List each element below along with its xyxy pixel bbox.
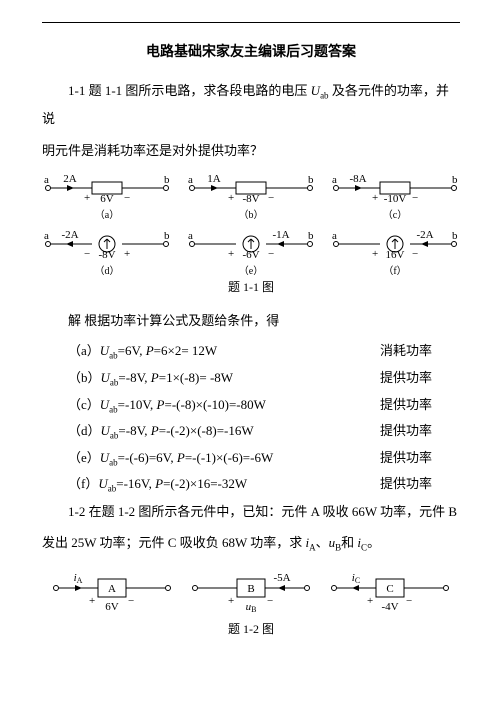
svg-text:a: a [332, 174, 337, 186]
svg-text:16V: 16V [386, 249, 405, 261]
svg-text:-2A: -2A [61, 229, 78, 241]
svg-text:−: − [84, 248, 90, 260]
circuit-（c）: a b + −-10V -8A （c） [330, 170, 460, 220]
q2-line1: 1-2 在题 1-2 图所示各元件中，已知：元件 A 吸收 66W 功率，元件 … [42, 498, 460, 525]
svg-text:B: B [247, 583, 254, 595]
svg-text:（e）: （e） [239, 265, 263, 276]
svg-text:-10V: -10V [384, 193, 407, 205]
circuit-（a）: a b + −6V 2A （a） [42, 170, 172, 220]
answer-0: （a）Uab=6V, P=6×2= 12W消耗功率 [42, 338, 460, 365]
svg-text:iC: iC [352, 572, 360, 585]
fig1-caption: 题 1-1 图 [42, 278, 460, 295]
svg-text:−: − [128, 595, 134, 607]
svg-text:（a）: （a） [95, 209, 119, 220]
svg-text:+: + [367, 595, 373, 607]
svg-text:-2A: -2A [416, 229, 433, 241]
q1-line2: 明元件是消耗功率还是对外提供功率？ [42, 137, 460, 164]
circuit-（e）: a b + −-6V -1A （e） [186, 226, 316, 276]
svg-text:+: + [84, 192, 90, 204]
svg-text:6V: 6V [100, 193, 114, 205]
svg-text:-8V: -8V [242, 193, 259, 205]
q2-line2: 发出 25W 功率；元件 C 吸收负 68W 功率，求 iA、uB和 iC。 [42, 529, 460, 557]
svg-text:−: − [268, 248, 274, 260]
svg-text:+: + [228, 192, 234, 204]
svg-text:b: b [164, 230, 170, 242]
svg-text:b: b [308, 230, 314, 242]
page-top-rule [42, 22, 460, 23]
svg-text:A: A [108, 583, 116, 595]
circuit2-B: B + −uB -5A [187, 568, 315, 618]
svg-text:+: + [228, 595, 234, 607]
svg-text:−: − [268, 192, 274, 204]
answers-block: （a）Uab=6V, P=6×2= 12W消耗功率（b）Uab=-8V, P=1… [42, 338, 460, 498]
svg-text:a: a [188, 230, 193, 242]
svg-text:+: + [228, 248, 234, 260]
svg-text:−: − [267, 595, 273, 607]
svg-text:b: b [308, 174, 314, 186]
svg-text:2A: 2A [63, 173, 77, 185]
svg-text:b: b [452, 230, 458, 242]
svg-text:a: a [188, 174, 193, 186]
svg-text:−: − [412, 248, 418, 260]
svg-text:1A: 1A [207, 173, 221, 185]
svg-text:a: a [44, 174, 49, 186]
svg-text:iA: iA [73, 572, 82, 585]
figure-1-1: ab+−6V2A（a）ab+−-8V1A（b）ab+−-10V-8A（c）ab−… [42, 170, 460, 276]
svg-text:（d）: （d） [95, 265, 120, 276]
q1-line1: 1-1 题 1-1 图所示电路，求各段电路的电压 Uab 及各元件的功率，并说 [42, 77, 460, 133]
svg-text:-6V: -6V [242, 249, 259, 261]
svg-text:+: + [89, 595, 95, 607]
svg-text:a: a [44, 230, 49, 242]
circuit-（f）: a b + −16V -2A （f） [330, 226, 460, 276]
circuit-（d）: a b − + -8V -2A （d） [42, 226, 172, 276]
answer-2: （c）Uab=-10V, P=-(-8)×(-10)=-80W提供功率 [42, 392, 460, 419]
svg-text:6V: 6V [105, 601, 119, 613]
svg-text:−: − [406, 595, 412, 607]
svg-text:（b）: （b） [239, 209, 264, 220]
svg-text:-4V: -4V [382, 601, 399, 613]
svg-text:+: + [372, 248, 378, 260]
circuit-（b）: a b + −-8V 1A （b） [186, 170, 316, 220]
svg-text:+: + [124, 248, 130, 260]
fig2-caption: 题 1-2 图 [42, 620, 460, 637]
svg-text:uB: uB [246, 601, 257, 614]
svg-text:-8A: -8A [349, 173, 366, 185]
page-title: 电路基础宋家友主编课后习题答案 [42, 41, 460, 61]
figure-1-2: A+−6ViAB+−uB-5AC+−-4ViC [42, 568, 460, 618]
svg-text:-1A: -1A [272, 229, 289, 241]
svg-text:（f）: （f） [383, 265, 406, 276]
answer-5: （f）Uab=-16V, P=(-2)×16=-32W提供功率 [42, 471, 460, 498]
svg-text:b: b [452, 174, 458, 186]
answer-4: （e）Uab=-(-6)=6V, P=-(-1)×(-6)=-6W提供功率 [42, 445, 460, 472]
svg-text:-5A: -5A [273, 572, 290, 584]
svg-text:+: + [372, 192, 378, 204]
svg-text:−: − [412, 192, 418, 204]
svg-text:a: a [332, 230, 337, 242]
svg-text:（c）: （c） [383, 209, 407, 220]
svg-text:-8V: -8V [98, 249, 115, 261]
answer-3: （d）Uab=-8V, P=-(-2)×(-8)=-16W提供功率 [42, 418, 460, 445]
svg-text:b: b [164, 174, 170, 186]
svg-text:−: − [124, 192, 130, 204]
solution-head: 解 根据功率计算公式及题给条件，得 [42, 307, 460, 334]
circuit2-A: A + −6V iA [48, 568, 176, 618]
svg-text:C: C [387, 583, 394, 595]
circuit2-C: C + −-4V iC [326, 568, 454, 618]
answer-1: （b）Uab=-8V, P=1×(-8)= -8W提供功率 [42, 365, 460, 392]
